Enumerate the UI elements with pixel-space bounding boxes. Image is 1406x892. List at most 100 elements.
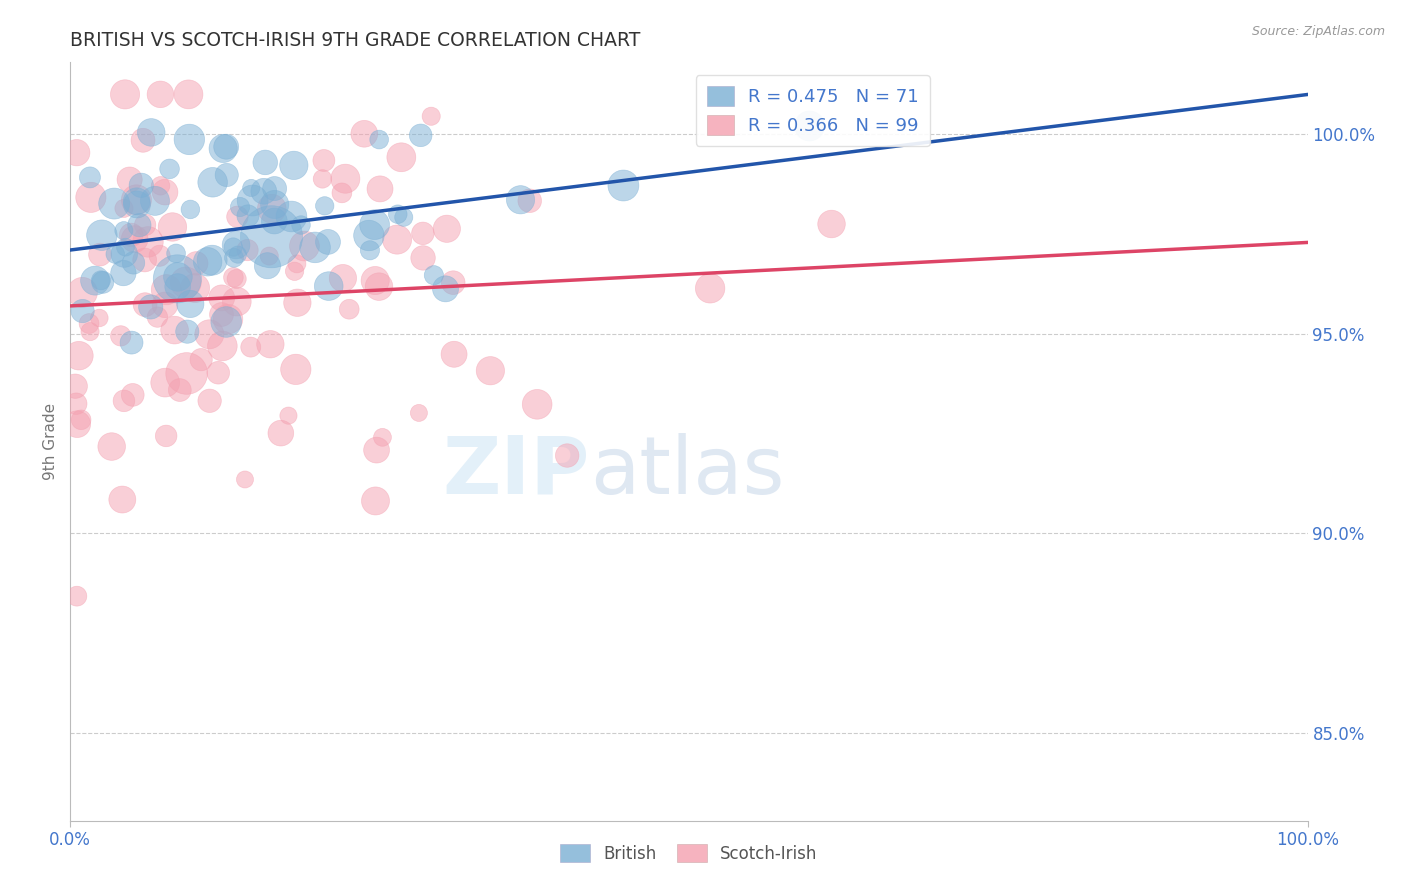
Point <box>215 315 238 329</box>
Point <box>125 197 148 211</box>
Y-axis label: 9th Grade: 9th Grade <box>44 403 59 480</box>
Point <box>128 218 150 232</box>
Point <box>80 190 103 204</box>
Point <box>290 218 312 232</box>
Point <box>215 168 238 182</box>
Point <box>201 175 224 189</box>
Point <box>125 194 148 209</box>
Point <box>134 298 156 312</box>
Point <box>612 178 634 193</box>
Text: atlas: atlas <box>591 433 785 511</box>
Point <box>353 127 375 141</box>
Point <box>162 219 184 234</box>
Point <box>263 214 285 228</box>
Point <box>236 209 259 223</box>
Point <box>392 211 415 225</box>
Point <box>222 251 245 265</box>
Point <box>166 279 188 293</box>
Point <box>316 235 339 249</box>
Point <box>89 310 111 325</box>
Point <box>284 362 307 376</box>
Point <box>179 132 201 146</box>
Point <box>186 256 208 270</box>
Point <box>260 229 283 244</box>
Point <box>304 240 326 254</box>
Point <box>239 340 262 354</box>
Point <box>174 276 197 290</box>
Point <box>225 294 247 309</box>
Point <box>799 119 821 133</box>
Point <box>122 256 145 270</box>
Point <box>371 430 394 444</box>
Point <box>412 227 434 241</box>
Point <box>699 281 721 295</box>
Point <box>89 247 111 261</box>
Point <box>121 388 143 402</box>
Point <box>226 247 249 261</box>
Point <box>412 251 434 265</box>
Point <box>90 228 112 243</box>
Point <box>420 109 443 123</box>
Point <box>159 161 181 176</box>
Point <box>79 325 101 339</box>
Point <box>211 339 233 353</box>
Point <box>179 202 201 217</box>
Point <box>184 281 207 295</box>
Point <box>363 218 385 232</box>
Point <box>65 397 87 411</box>
Point <box>79 170 101 185</box>
Point <box>176 367 198 381</box>
Point <box>215 140 238 154</box>
Point <box>259 337 281 351</box>
Point <box>65 379 87 393</box>
Point <box>314 199 336 213</box>
Point <box>72 304 94 318</box>
Point <box>66 589 89 603</box>
Point <box>104 247 127 261</box>
Point <box>197 254 219 268</box>
Point <box>387 207 409 221</box>
Point <box>155 283 177 297</box>
Point <box>166 272 188 286</box>
Point <box>66 417 89 432</box>
Point <box>364 274 387 288</box>
Point <box>318 279 340 293</box>
Point <box>277 409 299 423</box>
Point <box>211 308 233 322</box>
Point <box>153 185 176 199</box>
Point <box>112 247 135 261</box>
Point <box>260 202 283 216</box>
Point <box>820 217 842 231</box>
Point <box>284 264 307 278</box>
Point <box>389 150 412 164</box>
Point <box>134 218 156 232</box>
Point <box>211 291 233 305</box>
Point <box>176 325 198 339</box>
Point <box>163 323 186 337</box>
Point <box>100 440 122 454</box>
Point <box>139 300 162 314</box>
Point <box>207 366 229 380</box>
Point <box>124 232 146 246</box>
Point <box>77 317 100 331</box>
Point <box>198 393 221 408</box>
Point <box>263 197 285 211</box>
Point <box>198 327 221 342</box>
Point <box>283 158 305 172</box>
Point <box>434 282 457 296</box>
Point <box>441 276 464 290</box>
Point <box>335 171 357 186</box>
Point <box>368 132 391 146</box>
Point <box>423 268 446 283</box>
Point <box>337 302 360 317</box>
Point <box>270 426 292 441</box>
Point <box>254 155 277 169</box>
Point <box>222 270 245 285</box>
Point <box>242 194 264 208</box>
Point <box>385 233 408 247</box>
Point <box>165 246 187 260</box>
Point <box>129 178 152 193</box>
Point <box>155 429 177 443</box>
Point <box>153 298 176 312</box>
Point <box>179 297 201 311</box>
